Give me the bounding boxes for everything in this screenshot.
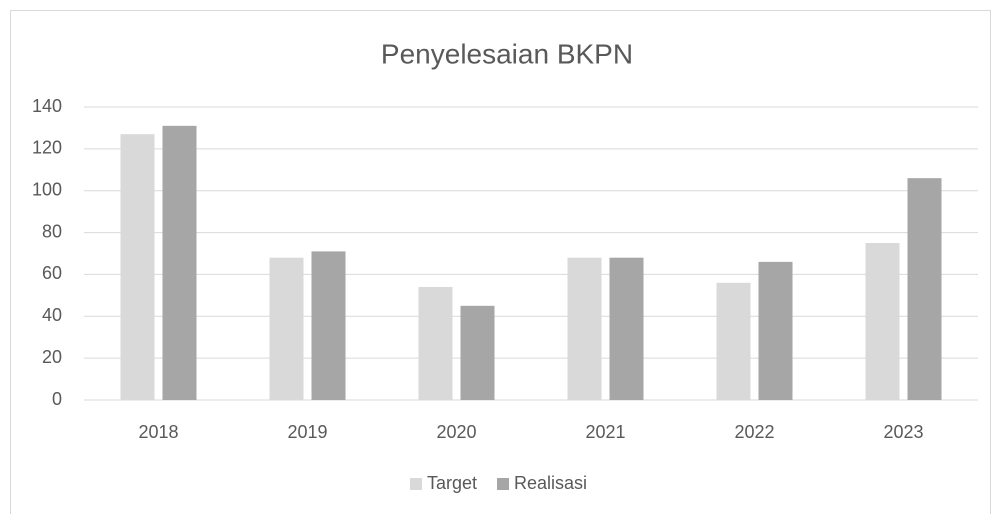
bar <box>716 282 751 400</box>
y-tick-label: 40 <box>42 305 62 325</box>
y-tick-label: 120 <box>32 138 62 158</box>
x-tick-label: 2021 <box>585 422 625 442</box>
legend-swatch <box>497 478 510 490</box>
x-tick-label: 2020 <box>436 422 476 442</box>
bar <box>120 134 155 400</box>
legend-label: Realisasi <box>514 473 587 493</box>
bar <box>162 125 197 400</box>
chart-title: Penyelesaian BKPN <box>381 38 633 69</box>
bar <box>567 257 602 400</box>
y-tick-label: 140 <box>32 96 62 116</box>
x-tick-label: 2022 <box>734 422 774 442</box>
bar <box>269 257 304 400</box>
y-tick-label: 80 <box>42 221 62 241</box>
bar <box>460 305 495 400</box>
x-tick-label: 2018 <box>138 422 178 442</box>
bar <box>907 178 942 400</box>
bar <box>418 286 453 400</box>
legend-label: Target <box>427 473 477 493</box>
y-tick-label: 0 <box>52 389 62 409</box>
bar <box>758 261 793 400</box>
y-tick-label: 20 <box>42 347 62 367</box>
legend-swatch <box>410 478 422 490</box>
bar <box>311 251 346 400</box>
bar <box>609 257 644 400</box>
y-tick-label: 100 <box>32 179 62 199</box>
x-tick-label: 2019 <box>287 422 327 442</box>
y-tick-label: 60 <box>42 263 62 283</box>
x-tick-label: 2023 <box>883 422 923 442</box>
bar <box>865 243 900 400</box>
